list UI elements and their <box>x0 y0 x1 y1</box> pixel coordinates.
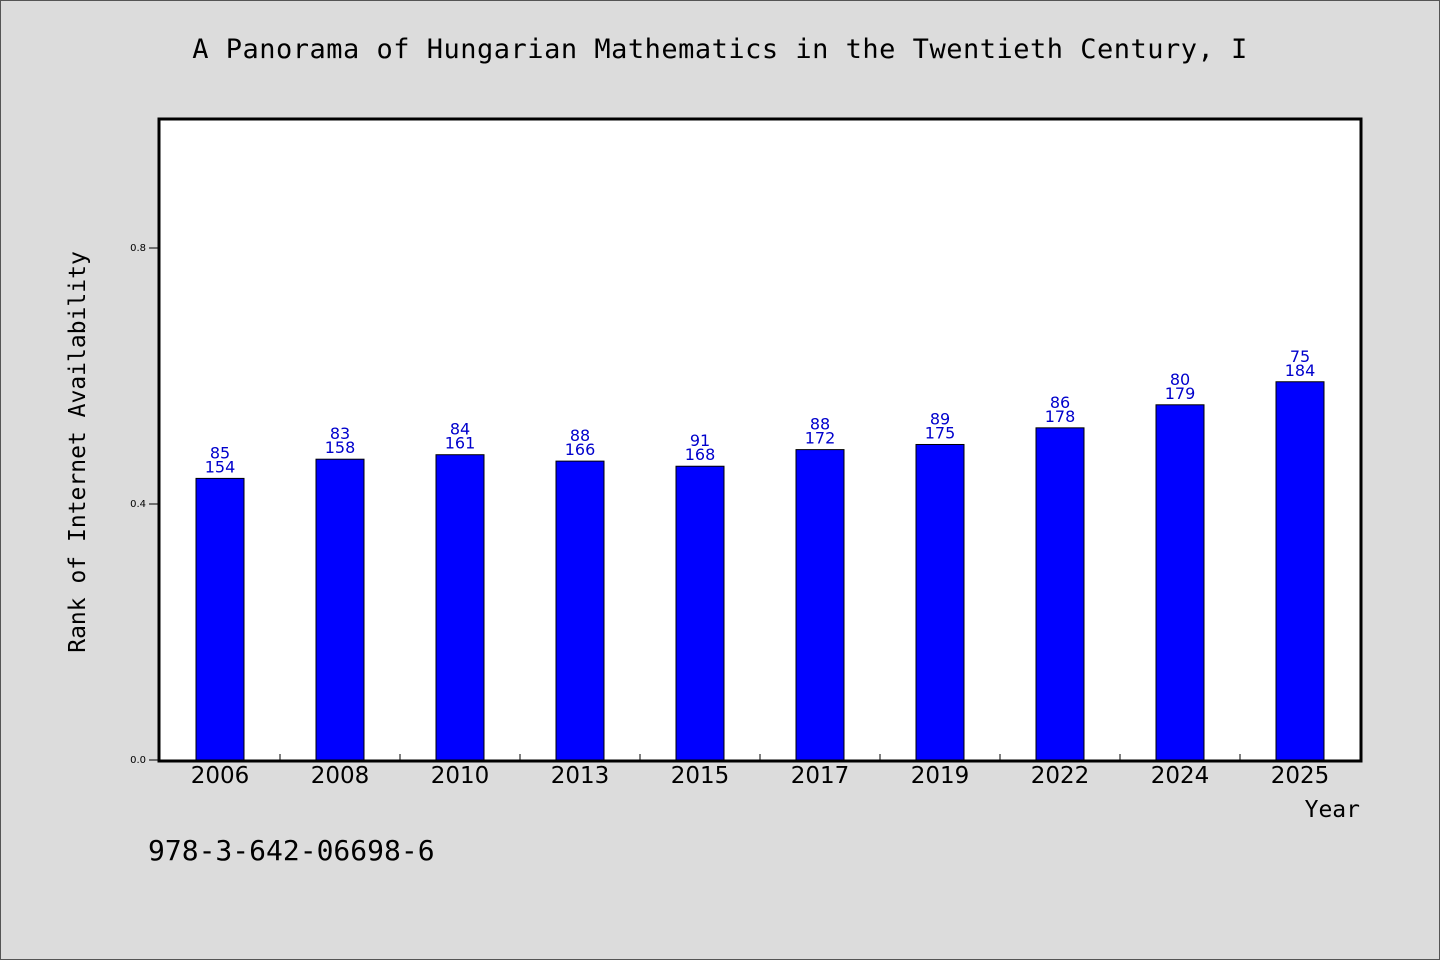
bar-2013 <box>555 460 605 761</box>
data-label-bottom: 161 <box>445 434 476 453</box>
x-tick-labels: 2006 2008 2010 2013 2015 2017 2019 2022 2024 2025 <box>191 763 1330 789</box>
data-label-bottom: 178 <box>1045 407 1076 426</box>
x-axis-ticks <box>279 754 1241 760</box>
data-label-top: 88 <box>570 426 590 445</box>
data-label-bottom: 179 <box>1165 384 1196 403</box>
x-tick-label: 2013 <box>551 763 610 789</box>
y-axis: 0.0 0.4 0.8 <box>130 243 160 766</box>
x-tick-label: 2008 <box>311 763 370 789</box>
data-label-top: 75 <box>1290 347 1310 366</box>
bars <box>195 381 1325 761</box>
bar-2017 <box>795 449 845 761</box>
isbn-text: 978-3-642-06698-6 <box>148 834 435 867</box>
x-tick-label: 2022 <box>1031 763 1090 789</box>
bar-2008 <box>315 458 365 761</box>
data-label-bottom: 154 <box>205 457 236 476</box>
data-label-bottom: 158 <box>325 438 356 457</box>
data-label-bottom: 184 <box>1285 361 1316 380</box>
data-label-bottom: 175 <box>925 423 956 442</box>
x-tick-label: 2024 <box>1151 763 1210 789</box>
data-label-bottom: 168 <box>685 445 716 464</box>
x-tick-label: 2010 <box>431 763 490 789</box>
data-label-bottom: 172 <box>805 429 836 448</box>
bar-2015 <box>675 465 725 761</box>
data-label-top: 91 <box>690 431 710 450</box>
bar-2024 <box>1155 404 1205 761</box>
data-label-bottom: 166 <box>565 440 596 459</box>
bar-2010 <box>435 454 485 761</box>
y-tick-label: 0.4 <box>130 499 146 510</box>
x-tick-label: 2006 <box>191 763 250 789</box>
bar-2022 <box>1035 427 1085 761</box>
bar-2025 <box>1275 381 1325 761</box>
x-tick-label: 2015 <box>671 763 730 789</box>
bar-2019 <box>915 443 965 761</box>
y-axis-label: Rank of Internet Availability <box>65 251 91 653</box>
x-tick-label: 2017 <box>791 763 850 789</box>
chart-title: A Panorama of Hungarian Mathematics in t… <box>192 34 1248 65</box>
data-label-top: 89 <box>930 409 950 428</box>
y-tick-label: 0.0 <box>130 755 146 766</box>
x-tick-label: 2025 <box>1271 763 1330 789</box>
data-label-top: 83 <box>330 424 350 443</box>
data-label-top: 88 <box>810 415 830 434</box>
data-label-top: 85 <box>210 443 230 462</box>
data-label-top: 86 <box>1050 393 1070 412</box>
data-label-top: 80 <box>1170 370 1190 389</box>
x-axis-label: Year <box>1305 797 1360 823</box>
y-tick-label: 0.8 <box>130 243 146 254</box>
x-tick-label: 2019 <box>911 763 970 789</box>
data-label-top: 84 <box>450 420 470 439</box>
bar-2006 <box>195 477 245 761</box>
